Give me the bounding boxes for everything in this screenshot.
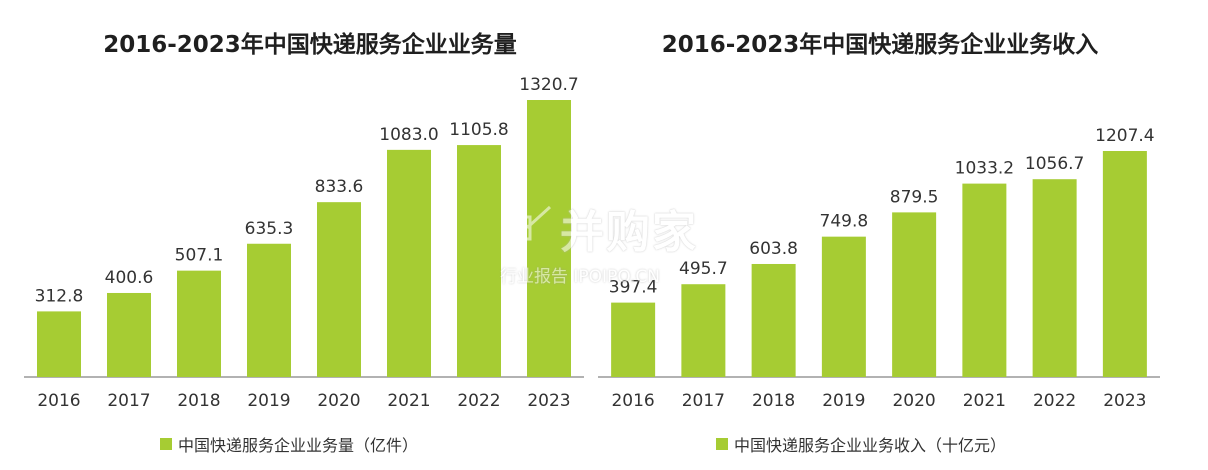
- data-label-revenue-2017: 495.7: [679, 259, 728, 279]
- x-tick-label-volume-2019: 2019: [247, 391, 290, 411]
- legend-label-volume: 中国快递服务企业业务量（亿件）: [178, 436, 419, 455]
- bar-revenue-2016: [611, 302, 656, 377]
- x-tick-label-revenue-2021: 2021: [963, 391, 1006, 411]
- data-label-revenue-2021: 1033.2: [955, 159, 1014, 179]
- data-label-volume-2021: 1083.0: [379, 125, 438, 145]
- x-tick-label-revenue-2023: 2023: [1103, 391, 1146, 411]
- data-label-revenue-2018: 603.8: [749, 239, 798, 259]
- data-label-volume-2016: 312.8: [35, 286, 84, 306]
- x-tick-label-revenue-2022: 2022: [1033, 391, 1076, 411]
- legend-revenue: 中国快递服务企业业务收入（十亿元）: [716, 432, 1006, 456]
- chart-title-volume: 2016-2023年中国快递服务企业业务量: [103, 32, 517, 58]
- data-label-revenue-2019: 749.8: [820, 212, 869, 232]
- data-label-revenue-2023: 1207.4: [1095, 126, 1154, 146]
- x-tick-label-volume-2023: 2023: [527, 391, 570, 411]
- x-tick-label-volume-2020: 2020: [317, 391, 360, 411]
- bar-revenue-2018: [751, 263, 796, 377]
- bar-volume-2018: [177, 270, 221, 377]
- x-tick-label-volume-2018: 2018: [177, 391, 220, 411]
- legend-volume: 中国快递服务企业业务量（亿件）: [160, 432, 418, 456]
- bar-volume-2021: [387, 149, 431, 377]
- data-label-volume-2019: 635.3: [245, 219, 294, 239]
- bar-volume-2017: [107, 292, 151, 377]
- bar-volume-2022: [457, 145, 501, 377]
- bar-revenue-2023: [1102, 151, 1147, 377]
- x-tick-label-revenue-2019: 2019: [822, 391, 865, 411]
- data-label-volume-2018: 507.1: [175, 246, 224, 266]
- x-tick-label-volume-2017: 2017: [107, 391, 150, 411]
- x-tick-label-revenue-2017: 2017: [682, 391, 725, 411]
- data-label-revenue-2020: 879.5: [890, 187, 939, 207]
- x-tick-label-volume-2021: 2021: [387, 391, 430, 411]
- bar-volume-2020: [317, 202, 361, 377]
- bar-volume-2019: [247, 243, 291, 377]
- x-tick-label-revenue-2018: 2018: [752, 391, 795, 411]
- bar-volume-2023: [527, 100, 571, 377]
- data-label-revenue-2022: 1056.7: [1025, 154, 1084, 174]
- data-label-volume-2023: 1320.7: [519, 75, 578, 95]
- x-tick-label-revenue-2016: 2016: [611, 391, 654, 411]
- legend-swatch-revenue: [716, 438, 728, 450]
- legend-swatch-volume: [160, 438, 172, 450]
- data-label-revenue-2016: 397.4: [609, 278, 658, 298]
- bar-revenue-2021: [962, 183, 1007, 377]
- legend-label-revenue: 中国快递服务企业业务收入（十亿元）: [734, 436, 1007, 455]
- bar-revenue-2017: [681, 284, 726, 377]
- data-label-volume-2017: 400.6: [105, 268, 154, 288]
- chart-title-revenue: 2016-2023年中国快递服务企业业务收入: [661, 32, 1099, 58]
- data-label-volume-2022: 1105.8: [449, 120, 508, 140]
- bar-revenue-2019: [821, 236, 866, 377]
- x-tick-label-revenue-2020: 2020: [892, 391, 935, 411]
- bar-volume-2016: [37, 311, 81, 377]
- x-tick-label-volume-2022: 2022: [457, 391, 500, 411]
- bar-revenue-2020: [892, 212, 937, 377]
- data-label-volume-2020: 833.6: [315, 177, 364, 197]
- x-tick-label-volume-2016: 2016: [37, 391, 80, 411]
- bar-revenue-2022: [1032, 179, 1077, 377]
